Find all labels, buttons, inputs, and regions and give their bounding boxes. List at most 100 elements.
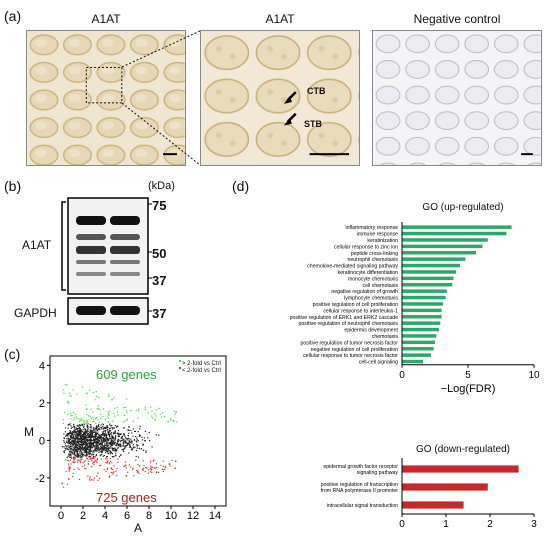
ma-point — [82, 445, 84, 447]
ma-point — [106, 437, 108, 439]
ma-point — [106, 426, 108, 428]
ma-point — [98, 396, 100, 399]
ma-point — [123, 440, 125, 442]
ma-point — [94, 440, 96, 442]
ma-point — [102, 433, 104, 435]
ma-point — [86, 430, 88, 432]
ma-point — [84, 464, 86, 466]
ma-point — [117, 439, 119, 441]
ma-point — [68, 440, 70, 442]
ma-point — [70, 435, 72, 437]
ma-point — [115, 470, 117, 472]
ma-point — [90, 442, 92, 444]
ma-point — [126, 419, 128, 421]
ma-point — [68, 467, 70, 469]
ma-point — [89, 426, 91, 428]
ma-point — [74, 433, 76, 435]
ma-point — [76, 444, 78, 446]
ma-point — [72, 448, 75, 450]
ma-point — [83, 447, 86, 450]
ma-point — [63, 439, 65, 442]
ma-point — [135, 450, 138, 452]
ma-point — [109, 410, 111, 412]
ma-point — [158, 434, 160, 436]
ma-point — [76, 436, 78, 438]
go-category-label: epidermal growth factor receptor signalin… — [323, 464, 398, 476]
ma-point — [72, 453, 74, 455]
ma-point — [98, 409, 101, 411]
ma-point — [81, 453, 83, 455]
ma-point — [86, 452, 88, 454]
ma-point — [151, 471, 153, 473]
ma-point — [77, 430, 79, 432]
ma-point — [161, 416, 163, 418]
ma-point — [155, 472, 157, 474]
ma-point — [87, 433, 90, 435]
ma-point — [88, 436, 90, 439]
ma-point — [103, 434, 105, 436]
ma-point — [86, 421, 88, 424]
ma-point — [105, 442, 107, 444]
ma-point — [94, 461, 96, 463]
ma-point — [94, 427, 97, 429]
ma-point — [98, 438, 100, 440]
ma-point — [122, 442, 124, 444]
ma-point — [108, 446, 110, 448]
ma-point — [89, 449, 91, 451]
ma-point — [86, 444, 88, 446]
ma-point — [70, 427, 72, 429]
ma-point — [105, 457, 107, 459]
marker-gapdh-37: 37 — [152, 306, 167, 321]
ma-point — [86, 443, 88, 445]
ma-point — [125, 446, 127, 448]
ma-point — [114, 437, 116, 439]
ma-point — [100, 418, 102, 420]
band-a1at-lane1 — [76, 216, 106, 225]
ma-point — [125, 467, 127, 469]
ma-point — [76, 424, 78, 426]
ma-point — [76, 443, 78, 445]
ma-point — [75, 441, 77, 443]
ma-point — [81, 386, 83, 388]
ma-point — [91, 460, 93, 462]
ma-point — [80, 436, 82, 438]
ma-point — [133, 475, 135, 477]
ma-xlabel: A — [134, 521, 143, 535]
ma-point — [109, 450, 111, 452]
ma-point — [83, 461, 85, 463]
ma-point — [106, 450, 108, 452]
ma-point — [100, 448, 102, 450]
ma-point — [99, 447, 101, 449]
ma-point — [104, 447, 106, 449]
ma-point — [127, 443, 129, 445]
ma-point — [95, 428, 97, 430]
ma-point — [94, 448, 96, 450]
ma-point — [76, 453, 78, 455]
ma-point — [78, 418, 80, 420]
ma-point — [74, 450, 76, 452]
ma-point — [113, 455, 115, 457]
ma-point — [83, 434, 85, 436]
ma-point — [112, 456, 114, 458]
ma-point — [83, 443, 85, 445]
ma-point — [117, 461, 119, 463]
ma-point — [126, 418, 128, 420]
ma-point — [72, 444, 74, 446]
ma-point — [76, 434, 78, 436]
ma-point — [76, 428, 78, 431]
ma-point — [79, 461, 81, 464]
ma-point — [65, 445, 67, 447]
go-bar — [402, 283, 453, 287]
ma-point — [83, 467, 86, 470]
ma-point — [91, 447, 93, 449]
ma-point — [174, 413, 176, 415]
ma-point — [63, 392, 65, 394]
ma-point — [81, 431, 84, 433]
ma-point — [128, 452, 130, 454]
ma-point — [170, 419, 172, 421]
ma-point — [116, 449, 118, 451]
ma-point — [86, 434, 89, 436]
ma-point — [113, 433, 115, 435]
ma-point — [77, 438, 79, 440]
ma-point — [67, 400, 69, 402]
